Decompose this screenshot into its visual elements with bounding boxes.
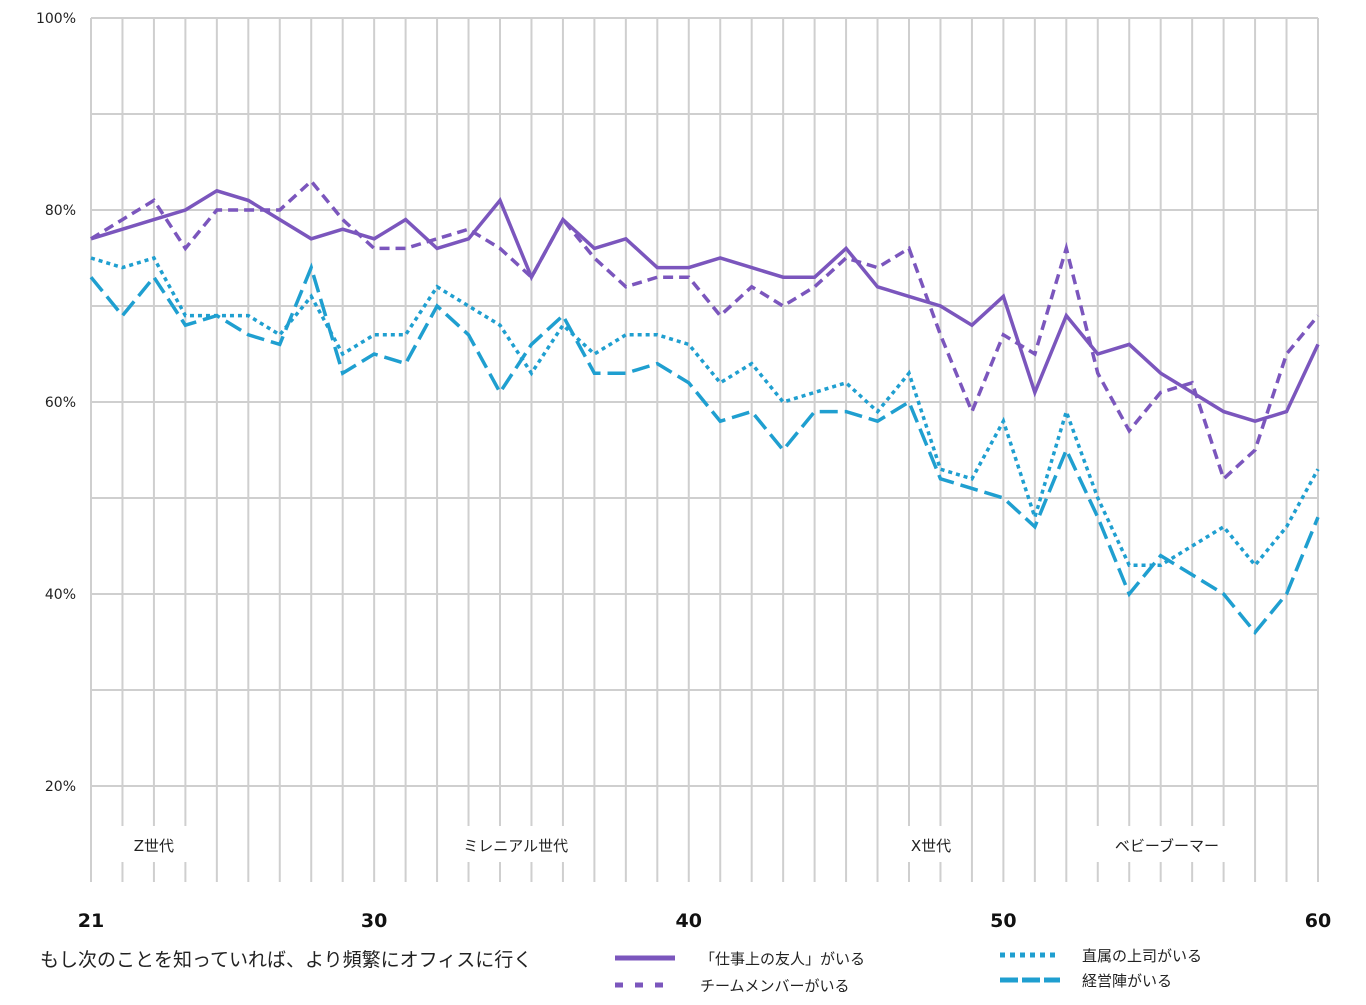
y-tick-label: 40% bbox=[45, 587, 76, 603]
generation-label: X世代 bbox=[911, 837, 951, 855]
generation-label-bg bbox=[114, 826, 193, 862]
series-lines bbox=[89, 178, 1320, 636]
generation-label-bg bbox=[892, 826, 971, 862]
y-tick-label: 100% bbox=[36, 11, 76, 27]
generation-labels: Z世代 ミレニアル世代 X世代 ベビーブーマー bbox=[114, 826, 1238, 862]
x-tick-label: 21 bbox=[78, 910, 104, 932]
generation-label: Z世代 bbox=[134, 837, 174, 855]
legend-label: チームメンバーがいる bbox=[700, 977, 850, 995]
y-tick-label: 60% bbox=[45, 395, 76, 411]
x-axis-ticks: 21 30 40 50 60 bbox=[78, 910, 1331, 932]
y-tick-label: 80% bbox=[45, 203, 76, 219]
y-tick-label: 20% bbox=[45, 779, 76, 795]
generation-label-bg bbox=[444, 826, 587, 862]
x-tick-label: 50 bbox=[990, 910, 1016, 932]
series-line-4 bbox=[89, 262, 1320, 636]
x-tick-label: 40 bbox=[676, 910, 702, 932]
legend-label: 「仕事上の友人」がいる bbox=[700, 950, 865, 968]
x-tick-label: 30 bbox=[361, 910, 387, 932]
series-line-2 bbox=[90, 178, 1320, 482]
series-line-3 bbox=[90, 255, 1320, 568]
generation-label: ミレニアル世代 bbox=[463, 837, 568, 855]
generation-label-bg bbox=[1095, 826, 1238, 862]
legend-label: 経営陣がいる bbox=[1082, 972, 1172, 990]
y-axis-ticks: 20% 40% 60% 80% 100% bbox=[36, 11, 76, 795]
legend-label: 直属の上司がいる bbox=[1082, 947, 1202, 965]
generation-label: ベビーブーマー bbox=[1115, 837, 1219, 855]
x-tick-label: 60 bbox=[1305, 910, 1331, 932]
chart-caption: もし次のことを知っていれば、より頻繁にオフィスに行く bbox=[40, 949, 532, 971]
grid bbox=[90, 17, 1319, 882]
series-line-1 bbox=[90, 188, 1320, 424]
